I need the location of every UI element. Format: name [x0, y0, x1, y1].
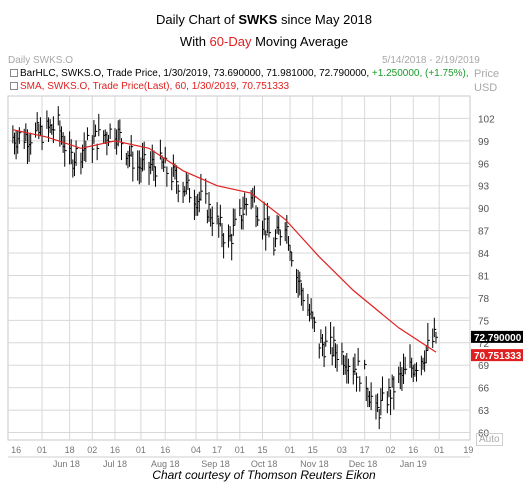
grid	[7, 95, 471, 441]
legend-price-change: +1.250000, (+1.75%),	[371, 68, 469, 79]
y-tick-label: 87	[478, 227, 490, 238]
x-month-label: Sep 18	[201, 459, 230, 469]
x-tick-label: 15	[308, 445, 318, 455]
x-tick-label: 16	[110, 445, 120, 455]
sma-series-line	[12, 129, 437, 353]
y-tick-label: 99	[478, 137, 490, 148]
y-tick-label: 75	[478, 316, 490, 327]
x-tick-label: 16	[11, 445, 21, 455]
x-tick-label: 01	[37, 445, 47, 455]
chart-caption: Chart courtesy of Thomson Reuters Eikon	[152, 468, 376, 482]
auto-scale-button[interactable]: Auto	[476, 433, 503, 446]
x-tick-label: 15	[257, 445, 267, 455]
y-tick-label: 69	[478, 361, 490, 372]
panel-date-range: 5/14/2018 - 2/19/2019	[382, 55, 480, 66]
chart-subtitle: With 60-Day Moving Average	[0, 34, 528, 49]
legend-bar-swatch	[10, 69, 18, 78]
x-tick-label: 02	[386, 445, 396, 455]
y-tick-label: 63	[478, 406, 490, 417]
subtitle-text-end: Moving Average	[251, 34, 349, 49]
y-tick-label: 81	[478, 271, 490, 282]
x-tick-label: 19	[463, 445, 473, 455]
y-axis: 60 63 66 69 72 75 78 81 84 87 90 93 96 99 102	[478, 114, 495, 439]
sma-line	[12, 129, 437, 353]
y-tick-label: 78	[478, 294, 490, 305]
x-month-label: Jul 18	[103, 459, 127, 469]
x-tick-label: 01	[235, 445, 245, 455]
panel-name: Daily SWKS.O	[8, 55, 74, 66]
title-ticker: SWKS	[238, 12, 278, 27]
y-tick-label: 93	[478, 182, 490, 193]
x-tick-label: 01	[136, 445, 146, 455]
last-price-tag	[471, 330, 523, 343]
x-month-label: Oct 18	[251, 459, 278, 469]
title-text: Daily Chart of	[155, 12, 239, 27]
last-price-tag-text: 72.790000	[474, 333, 522, 344]
y-tick-label: 60	[478, 429, 490, 440]
x-tick-label: 16	[160, 445, 170, 455]
x-axis: 16 01 18 02 16 01 16 04 17 01 15 01 15 03 17 02 16 01 19 Ju…	[8, 445, 473, 469]
sma-tag	[471, 349, 523, 362]
x-tick-label: 18	[65, 445, 75, 455]
x-month-label: Nov 18	[300, 459, 329, 469]
subtitle-text: With	[179, 34, 210, 49]
legend-price[interactable]: BarHLC, SWKS.O, Trade Price, 1/30/2019, …	[10, 68, 469, 79]
x-tick-label: 02	[87, 445, 97, 455]
y-tick-label: 72	[478, 339, 490, 350]
x-month-label: Dec 18	[349, 459, 378, 469]
legend-sma-text: SMA, SWKS.O, Trade Price(Last), 60, 1/30…	[20, 81, 290, 92]
x-tick-label: 17	[212, 445, 222, 455]
y-tick-label: 66	[478, 384, 490, 395]
y-tick-label: 84	[478, 249, 490, 260]
y-tick-label: 96	[478, 159, 490, 170]
subtitle-period: 60-Day	[209, 34, 252, 49]
title-text-end: since May 2018	[277, 12, 373, 27]
sma-tag-text: 70.751333	[474, 351, 522, 362]
y-tick-label: 102	[478, 114, 495, 125]
x-month-label: Jun 18	[53, 459, 80, 469]
x-tick-label: 03	[337, 445, 347, 455]
legend-sma[interactable]: SMA, SWKS.O, Trade Price(Last), 60, 1/30…	[10, 81, 289, 92]
x-tick-label: 01	[434, 445, 444, 455]
x-month-label: Aug 18	[151, 459, 180, 469]
chart-title: Daily Chart of SWKS since May 2018	[0, 12, 528, 27]
legend-price-text: BarHLC, SWKS.O, Trade Price, 1/30/2019, …	[20, 68, 372, 79]
x-tick-label: 16	[408, 445, 418, 455]
x-month-label: Jan 19	[400, 459, 427, 469]
plot-frame	[7, 95, 471, 441]
x-tick-label: 01	[285, 445, 295, 455]
price-tags: 72.790000 70.751333	[471, 330, 523, 362]
x-tick-label: 17	[360, 445, 370, 455]
x-tick-label: 04	[191, 445, 201, 455]
y-tick-label: 90	[478, 204, 490, 215]
legend-sma-swatch	[10, 82, 18, 91]
price-bars	[12, 106, 438, 430]
axis-name-label: Price	[474, 68, 500, 80]
currency-label: USD	[474, 82, 498, 94]
